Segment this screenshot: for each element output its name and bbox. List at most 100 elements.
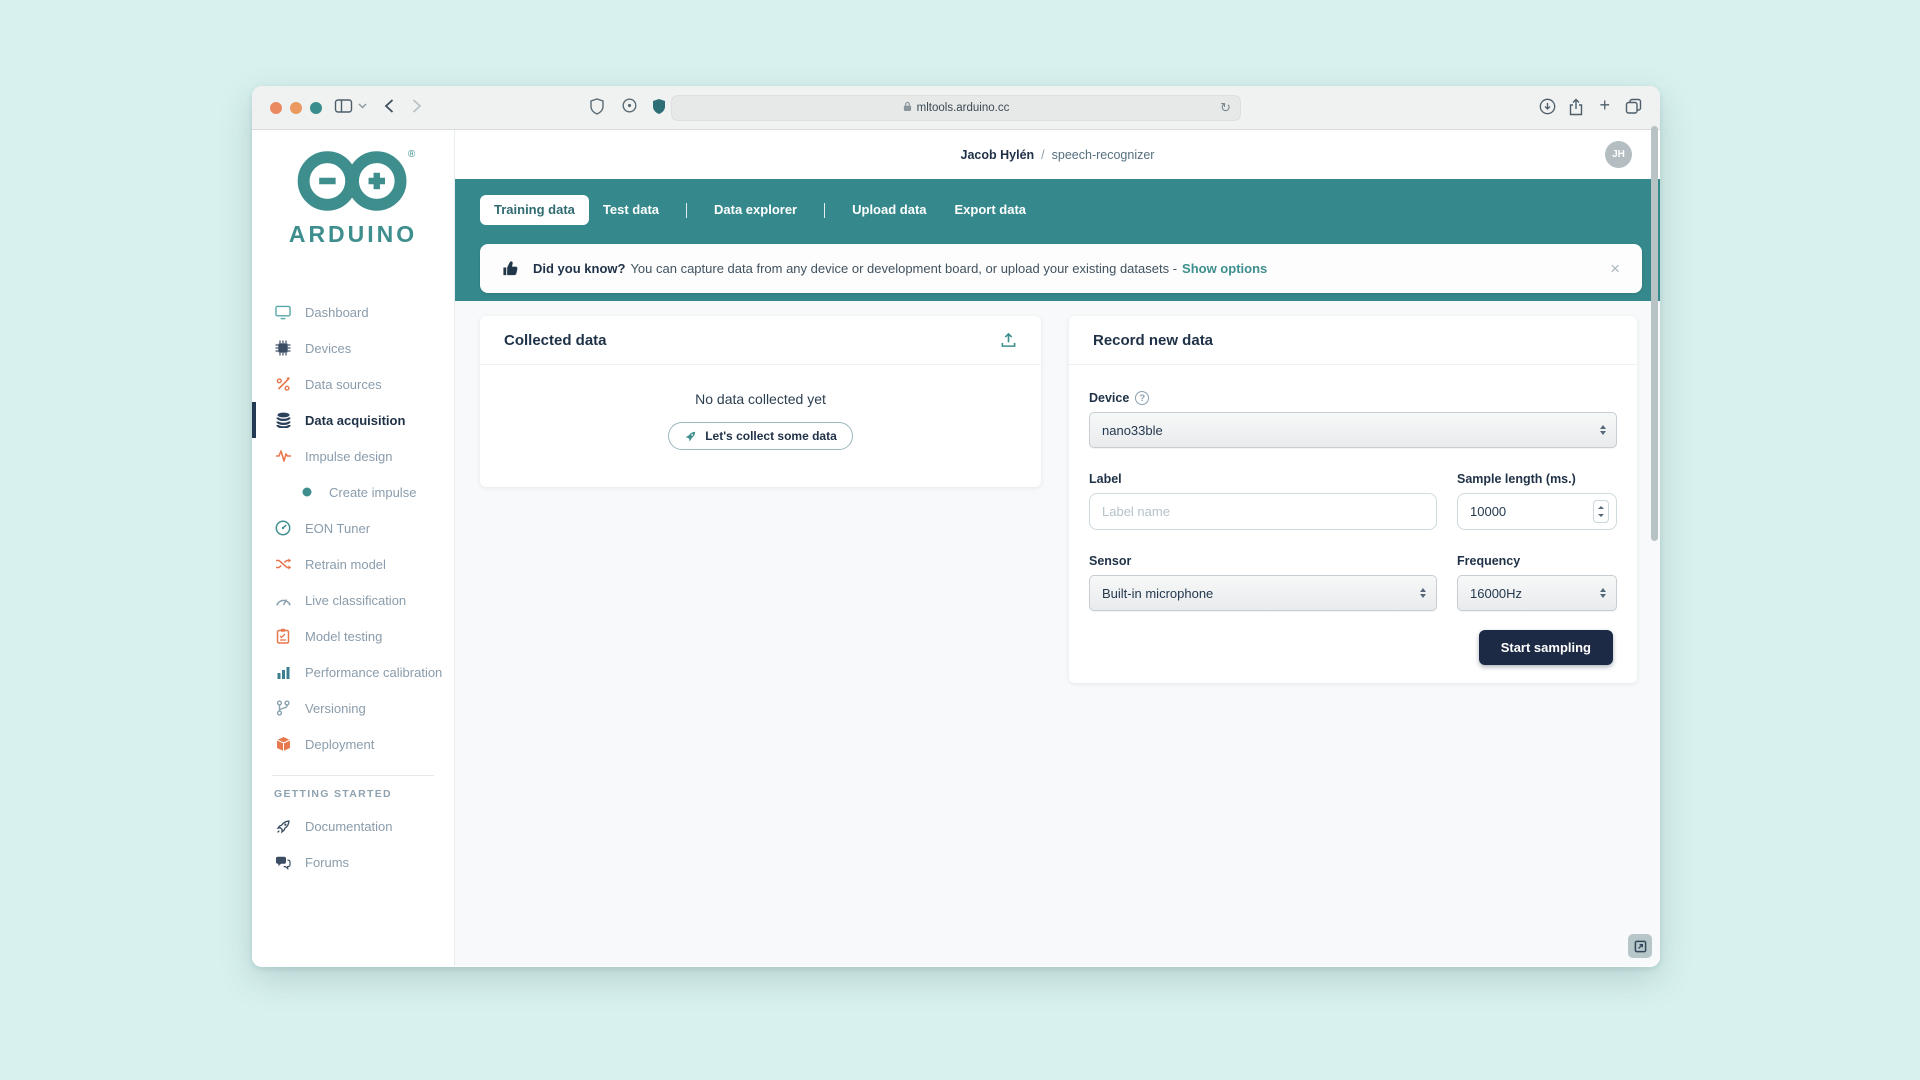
monitor-icon [274,305,292,320]
rocket-icon [274,819,292,834]
show-options-link[interactable]: Show options [1182,261,1268,276]
chat-icon [274,855,292,870]
sidebar-item-deployment[interactable]: Deployment [252,726,454,762]
breadcrumb-bar: Jacob Hylén / speech-recognizer JH [455,130,1660,179]
did-you-know-banner: Did you know? You can capture data from … [480,244,1642,293]
frequency-label: Frequency [1457,554,1521,568]
minimize-window-button[interactable] [290,102,302,114]
tab-separator [686,202,688,218]
sidebar-item-create-impulse[interactable]: Create impulse [252,474,454,510]
sidebar-nav: Dashboard Devices Data sources Data acqu… [252,294,454,762]
chevron-down-icon[interactable] [358,103,367,109]
forward-button[interactable] [412,98,422,114]
zoom-window-button[interactable] [310,102,322,114]
tab-upload-data[interactable]: Upload data [852,202,927,217]
privacy-shield-icon[interactable] [590,98,604,115]
breadcrumb-user[interactable]: Jacob Hylén [960,147,1035,162]
microchip-icon [274,340,292,356]
database-icon [274,412,292,428]
sidebar-item-data-acquisition[interactable]: Data acquisition [252,402,454,438]
sidebar-item-dashboard[interactable]: Dashboard [252,294,454,330]
tab-export-data[interactable]: Export data [954,202,1027,217]
sidebar-item-devices[interactable]: Devices [252,330,454,366]
tab-training-data[interactable]: Training data [480,195,589,225]
share-icon[interactable] [1568,98,1584,116]
bar-chart-icon [274,665,292,680]
address-bar[interactable]: mltools.arduino.cc ↻ [671,95,1241,121]
svg-text:®: ® [408,149,416,160]
tab-separator [824,202,826,218]
arduino-logo: ® ARDUINO [252,130,454,248]
sidebar-item-retrain-model[interactable]: Retrain model [252,546,454,582]
thumbs-up-icon [502,260,519,277]
banner-text: You can capture data from any device or … [630,261,1178,276]
lock-icon [903,101,912,115]
select-arrows-icon [1420,588,1426,598]
wand-icon [274,376,292,392]
box-icon [274,736,292,752]
frequency-select[interactable]: 16000Hz [1457,575,1617,611]
clipboard-icon [274,628,292,644]
rocket-icon [684,430,697,443]
new-tab-button[interactable]: + [1599,95,1610,115]
sidebar-item-documentation[interactable]: Documentation [252,808,454,844]
breadcrumb-separator: / [1041,147,1045,162]
select-arrows-icon [1600,588,1606,598]
breadcrumb-project[interactable]: speech-recognizer [1051,147,1155,162]
collected-data-card: Collected data No data collected yet Let… [480,316,1041,487]
tab-test-data[interactable]: Test data [602,202,660,217]
avatar[interactable]: JH [1605,141,1632,168]
number-stepper-icon[interactable] [1593,500,1609,523]
main-content: Collected data No data collected yet Let… [455,301,1660,966]
close-icon[interactable]: × [1610,259,1620,278]
banner-bold-text: Did you know? [533,261,626,276]
downloads-icon[interactable] [1539,98,1556,115]
extension-info-icon[interactable] [622,98,637,113]
collected-data-title: Collected data [504,331,607,349]
record-new-data-card: Record new data Device ? nano33ble [1069,316,1637,683]
gauge-icon [274,520,292,536]
sidebar-item-data-sources[interactable]: Data sources [252,366,454,402]
start-sampling-button[interactable]: Start sampling [1478,630,1613,665]
help-icon[interactable]: ? [1135,391,1150,405]
tab-bar: Training data Test data Data explorer Up… [480,195,1040,225]
sensor-select[interactable]: Built-in microphone [1089,575,1437,611]
device-select[interactable]: nano33ble [1089,412,1617,448]
meter-icon [274,594,292,607]
close-window-button[interactable] [270,102,282,114]
sidebar-divider [272,775,434,776]
record-new-data-title: Record new data [1093,331,1214,349]
sidebar-item-performance-calibration[interactable]: Performance calibration [252,654,454,690]
collect-data-button[interactable]: Let's collect some data [668,422,853,450]
sidebar-item-model-testing[interactable]: Model testing [252,618,454,654]
label-label: Label [1089,472,1122,486]
device-label: Device [1089,391,1130,405]
sensor-label: Sensor [1089,554,1132,568]
expand-widget-button[interactable] [1628,934,1652,958]
url-text: mltools.arduino.cc [916,102,1010,114]
sidebar-item-forums[interactable]: Forums [252,844,454,880]
upload-data-icon[interactable] [1000,332,1017,348]
sidebar-toggle-icon[interactable] [334,98,353,114]
project-header-band: Training data Test data Data explorer Up… [455,179,1660,301]
sidebar-item-impulse-design[interactable]: Impulse design [252,438,454,474]
sidebar-item-live-classification[interactable]: Live classification [252,582,454,618]
reload-icon[interactable]: ↻ [1220,100,1231,115]
sample-length-label: Sample length (ms.) [1457,472,1576,486]
tab-overview-icon[interactable] [1625,98,1642,114]
tab-data-explorer[interactable]: Data explorer [714,202,798,217]
select-arrows-icon [1600,425,1606,435]
label-input[interactable] [1089,493,1437,530]
sidebar-item-versioning[interactable]: Versioning [252,690,454,726]
extension-shield-icon[interactable] [652,98,666,115]
waveform-icon [274,449,292,463]
dot-icon [298,487,316,497]
sample-length-input[interactable] [1457,493,1617,530]
window-controls [270,102,322,114]
sidebar: ® ARDUINO Dashboard Devices Data sources [252,130,455,966]
branch-icon [274,700,292,716]
sidebar-item-eon-tuner[interactable]: EON Tuner [252,510,454,546]
shuffle-icon [274,557,292,571]
scrollbar-thumb[interactable] [1651,126,1658,541]
back-button[interactable] [384,98,394,114]
